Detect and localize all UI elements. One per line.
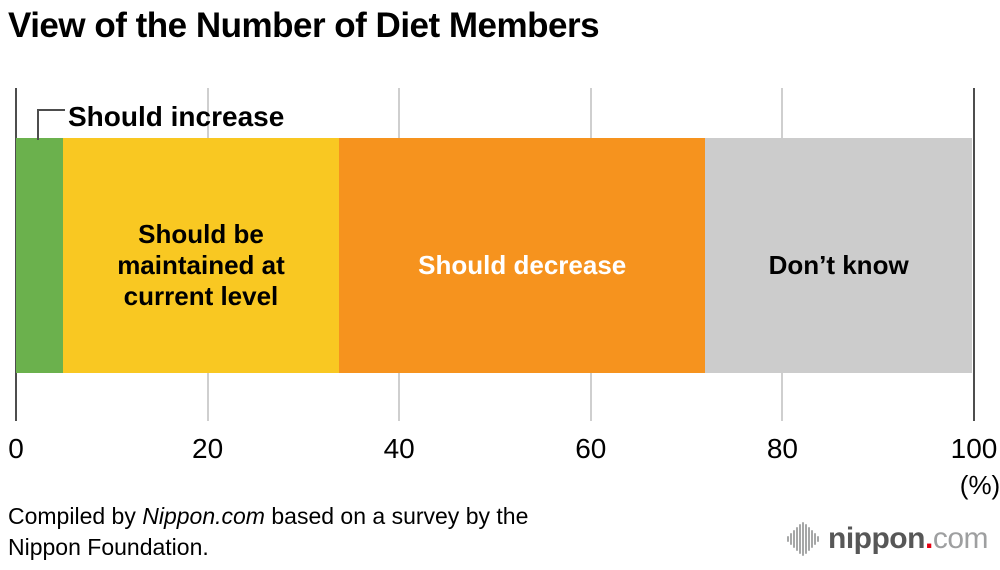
gridline-100 bbox=[973, 88, 975, 421]
caption-line-1: Compiled by Nippon.com based on a survey… bbox=[8, 503, 529, 529]
bar-segment-should-increase bbox=[16, 138, 63, 373]
nippon-com-logo-text: nippon.com bbox=[828, 522, 989, 555]
x-tick-label-100: 100 bbox=[950, 433, 998, 464]
bar-segment-should-decrease: Should decrease bbox=[339, 138, 706, 373]
source-caption: Compiled by Nippon.com based on a survey… bbox=[8, 501, 528, 563]
x-tick-label-20: 20 bbox=[192, 433, 224, 464]
x-tick-label-80: 80 bbox=[766, 433, 798, 464]
callout-line bbox=[37, 109, 65, 140]
soundwave-icon bbox=[787, 521, 819, 557]
stacked-bar: Should be maintained at current level Sho… bbox=[16, 138, 972, 373]
x-axis-unit-label: (%) bbox=[959, 470, 1000, 500]
caption-line-2: Nippon Foundation. bbox=[8, 534, 209, 560]
caption-source-name: Nippon.com bbox=[142, 503, 265, 529]
bar-segment-should-be-maintained-at-current-level: Should be maintained at current level bbox=[62, 138, 340, 373]
segment-label-don-t-know: Don’t know bbox=[768, 250, 909, 280]
nippon-com-logo: nippon.com bbox=[787, 521, 989, 557]
x-tick-label-0: 0 bbox=[8, 433, 24, 464]
callout-label-should-increase: Should increase bbox=[68, 101, 285, 132]
x-tick-label-40: 40 bbox=[383, 433, 415, 464]
bar-segment-don-t-know: Don’t know bbox=[705, 138, 972, 373]
chart-title: View of the Number of Diet Members bbox=[8, 6, 600, 45]
segment-label-should-decrease: Should decrease bbox=[418, 250, 627, 280]
x-tick-label-60: 60 bbox=[575, 433, 607, 464]
segment-label-should-be-maintained-at-current-level: Should be maintained at current level bbox=[117, 219, 285, 311]
